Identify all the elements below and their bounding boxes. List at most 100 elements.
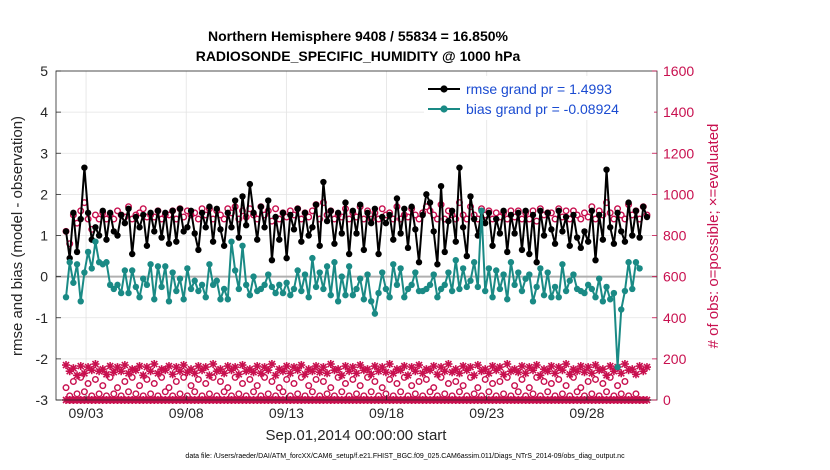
obs-evaluated-point [231, 363, 240, 372]
bias-point [430, 271, 437, 278]
obs-evaluated-point [286, 369, 295, 378]
bias-point [504, 296, 511, 303]
star-stroke-d2 [308, 367, 316, 375]
obs-evaluated-point [282, 362, 291, 371]
bias-point [151, 296, 158, 303]
obs-possible-low-point [518, 375, 526, 383]
legend-bias-marker [440, 105, 448, 113]
rmse-point [136, 224, 143, 231]
rmse-point [621, 238, 629, 245]
bias-point [106, 281, 114, 289]
rmse-point [426, 199, 434, 206]
star-stroke-d2 [323, 369, 331, 377]
rmse-point [246, 180, 254, 188]
bias-point [364, 271, 371, 278]
bias-point [375, 289, 382, 297]
star-stroke-d2 [485, 369, 493, 377]
star-stroke-d2 [452, 365, 460, 373]
obs-evaluated-point [315, 368, 324, 377]
rmse-point [529, 211, 537, 219]
rmse-point [276, 236, 283, 243]
bias-point [180, 296, 187, 303]
obs-evaluated-point [415, 361, 424, 370]
bias-point [73, 261, 81, 268]
rmse-point [290, 226, 298, 233]
bias-point [437, 285, 445, 293]
rmse-point [184, 224, 191, 231]
rmse-point [195, 246, 202, 254]
rmse-point [390, 236, 397, 243]
star-stroke-d2 [544, 367, 552, 375]
obs-possible-low-point [136, 382, 144, 390]
obs-possible-low-point [422, 375, 430, 383]
star-stroke-d2 [433, 370, 441, 378]
obs-possible-low-point [121, 377, 129, 385]
star-stroke-d2 [202, 363, 210, 371]
obs-possible-point [577, 215, 585, 223]
rmse-point [84, 209, 92, 217]
rmse-point [162, 209, 169, 217]
rmse-point [533, 259, 540, 266]
obs-evaluated-point [183, 368, 192, 377]
obs-evaluated-point [378, 363, 387, 372]
bias-point [592, 293, 599, 301]
star-stroke-d2 [422, 365, 430, 373]
bias-point [213, 277, 220, 284]
obs-evaluated-point [517, 362, 526, 371]
left-y-axis: 5 4 3 2 1 0 -1 -2 -3 [36, 63, 61, 408]
obs-possible-low-point [305, 382, 313, 390]
bias-point [522, 275, 529, 282]
legend-box [424, 76, 654, 120]
star-stroke-d2 [110, 368, 118, 376]
rmse-point [309, 224, 316, 231]
bias-point [537, 265, 544, 272]
obs-possible-low-point [397, 388, 405, 396]
bias-point [412, 269, 419, 276]
obs-evaluated-point [639, 367, 648, 376]
obs-evaluated-point [234, 370, 243, 379]
obs-evaluated-point [418, 369, 427, 378]
bias-point [441, 281, 448, 289]
bias-point [129, 267, 136, 274]
obs-possible-low-point [308, 388, 316, 396]
obs-possible-low-point [113, 384, 121, 392]
bias-point [636, 265, 643, 272]
obs-possible-low-point [150, 380, 158, 388]
obs-evaluated-point [146, 367, 155, 376]
obs-evaluated-point [98, 365, 107, 374]
rmse-point [555, 207, 562, 215]
rmse-point [618, 228, 625, 235]
bias-point [198, 281, 206, 289]
obs-evaluated-point [120, 361, 129, 370]
bias-point [114, 281, 121, 289]
star-stroke-d2 [102, 370, 111, 378]
star-stroke-d2 [341, 362, 350, 370]
obs-evaluated-point [256, 369, 265, 378]
bias-point [559, 261, 566, 268]
rmse-point [463, 252, 471, 260]
rmse-point [217, 226, 224, 233]
bias-point [485, 265, 493, 272]
rmse-point [305, 232, 312, 239]
data-file-footer: data file: /Users/raeder/DAI/ATM_forcXX/… [185, 453, 625, 460]
rmse-point [99, 207, 106, 215]
obs-evaluated-point [620, 360, 629, 369]
rmse-point [129, 250, 136, 258]
bias-point [261, 281, 268, 289]
rmse-point [180, 228, 187, 235]
rmse-point [379, 213, 386, 221]
star-stroke-d2 [286, 369, 294, 377]
rmse-point [81, 164, 88, 171]
star-stroke-d2 [518, 362, 526, 370]
bias-point [338, 273, 345, 280]
rmse-point [489, 242, 496, 249]
bias-point [206, 261, 213, 268]
obs-evaluated-point [499, 370, 508, 379]
rmse-point [198, 209, 206, 217]
obs-possible-point [113, 207, 121, 215]
bias-point [408, 281, 415, 289]
star-stroke-d2 [88, 366, 96, 374]
star-stroke-d2 [558, 366, 566, 374]
star-stroke-d2 [169, 370, 177, 378]
obs-evaluated-point [495, 363, 504, 372]
